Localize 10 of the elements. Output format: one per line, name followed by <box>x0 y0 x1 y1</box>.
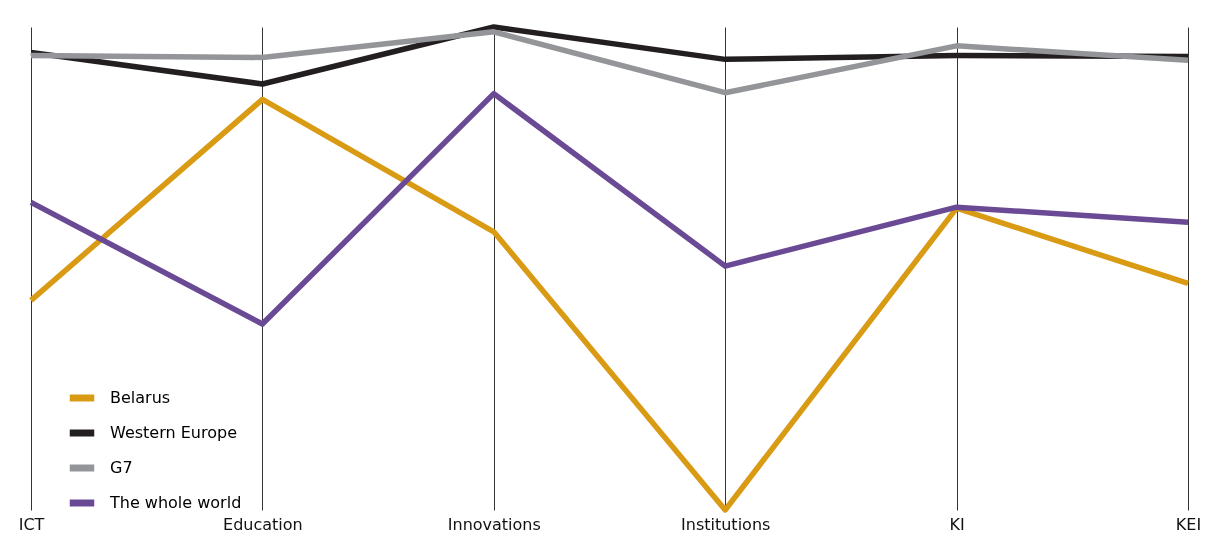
x-tick-label: Institutions <box>681 514 771 534</box>
x-tick-label: ICT <box>18 514 45 534</box>
x-tick-label: Education <box>223 514 303 534</box>
x-tick-label: KI <box>949 514 965 534</box>
x-tick-label: KEI <box>1175 514 1202 534</box>
legend-label: Western Europe <box>110 423 237 442</box>
x-tick-label: Innovations <box>447 514 541 534</box>
legend-label: G7 <box>110 458 133 477</box>
legend-label: Belarus <box>110 388 171 407</box>
legend-label: The whole world <box>109 493 242 512</box>
